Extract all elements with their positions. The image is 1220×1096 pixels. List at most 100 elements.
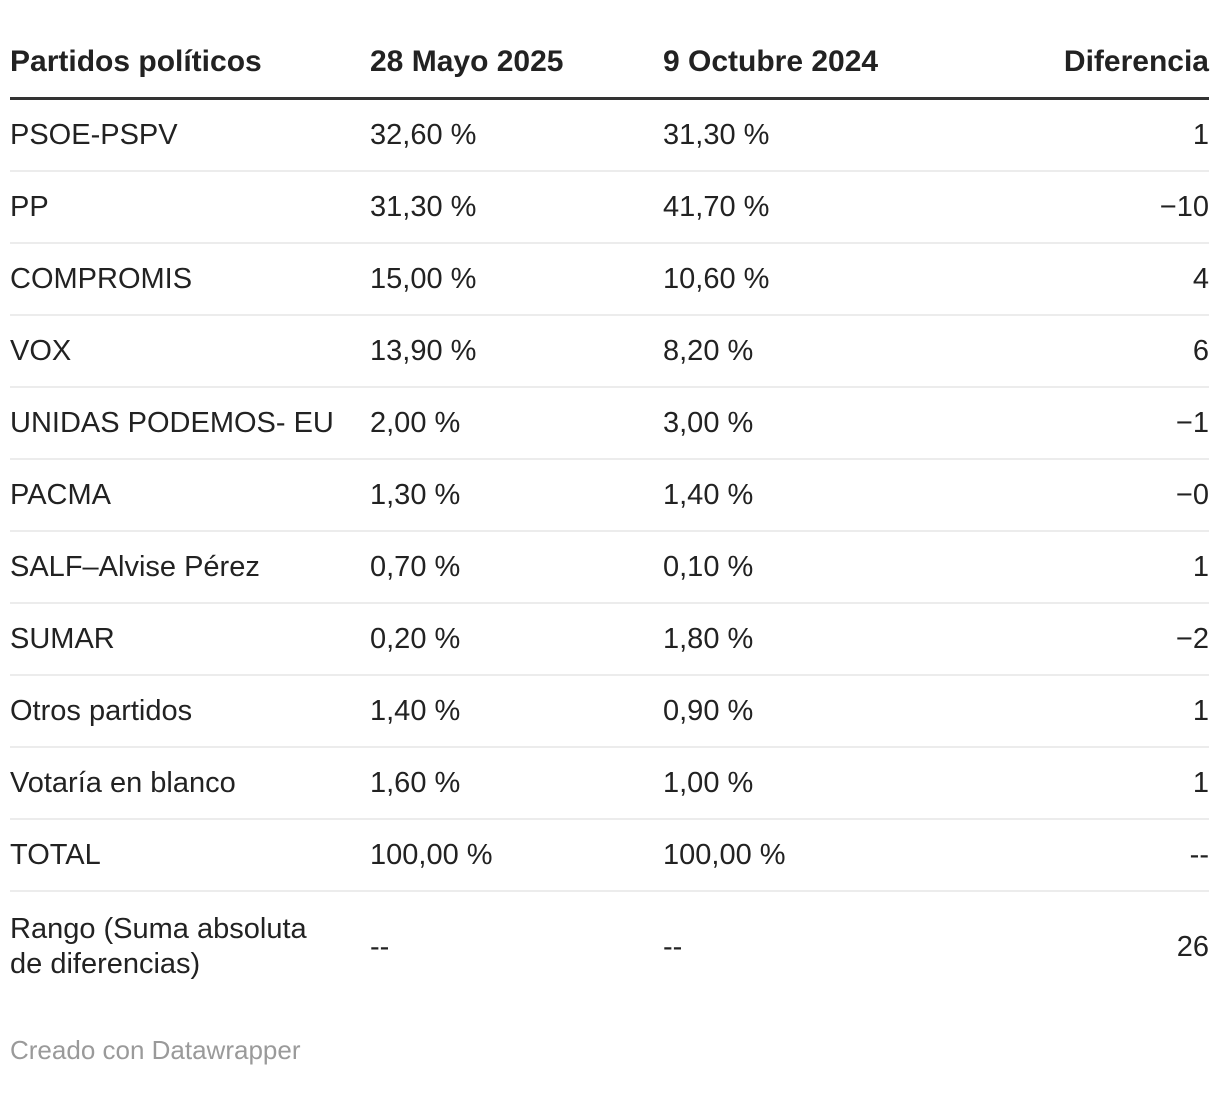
cell: 1,40 %	[663, 458, 956, 532]
cell: 41,70 %	[663, 170, 956, 244]
column-header-0: Partidos políticos	[10, 0, 370, 100]
cell-text: −0	[1175, 478, 1209, 511]
cell-text: 32,60 %	[370, 118, 477, 151]
cell-text: --	[370, 931, 390, 963]
row-label: VOX	[10, 314, 370, 388]
cell-text: 2,00 %	[370, 406, 461, 439]
cell: 15,00 %	[370, 242, 663, 316]
row-label: Rango (Suma absoluta de diferencias)	[10, 891, 370, 1003]
attribution: Creado con Datawrapper	[10, 1035, 1209, 1065]
cell-text: 1,00 %	[663, 766, 754, 799]
row-label-text: PP	[10, 190, 49, 223]
cell-text: 0,10 %	[663, 550, 754, 583]
row-label-text: COMPROMIS	[10, 262, 193, 295]
cell: 1	[956, 746, 1209, 820]
datawrapper-credit-link[interactable]: Creado con Datawrapper	[10, 1034, 301, 1065]
row-label: PACMA	[10, 458, 370, 532]
cell: 1,60 %	[370, 746, 663, 820]
cell-text: 6	[1192, 334, 1209, 367]
cell: 13,90 %	[370, 314, 663, 388]
table-row: SALF–Alvise Pérez 0,70 % 0,10 % 1	[10, 530, 1209, 604]
cell-text: −2	[1175, 622, 1209, 655]
cell: 100,00 %	[370, 818, 663, 892]
table-chart: Partidos políticos 28 Mayo 2025 9 Octubre …	[10, 0, 1209, 1065]
row-label-text: PSOE-PSPV	[10, 118, 178, 151]
cell-text: 1,40 %	[663, 478, 754, 511]
cell-text: 10,60 %	[663, 262, 770, 295]
cell-text: 100,00 %	[370, 838, 493, 871]
cell-text: 1	[1192, 118, 1209, 151]
cell: 100,00 %	[663, 818, 956, 892]
cell: 1,80 %	[663, 602, 956, 676]
cell: 1	[956, 530, 1209, 604]
cell: 3,00 %	[663, 386, 956, 460]
row-label: PP	[10, 170, 370, 244]
row-label-text: Otros partidos	[10, 694, 193, 727]
cell-text: 13,90 %	[370, 334, 477, 367]
table-row: PACMA 1,30 % 1,40 % −0	[10, 458, 1209, 532]
cell-text: 3,00 %	[663, 406, 754, 439]
cell: 0,70 %	[370, 530, 663, 604]
cell: --	[663, 891, 956, 1003]
row-label-text: VOX	[10, 334, 72, 367]
cell: 1,40 %	[370, 674, 663, 748]
column-header-2: 9 Octubre 2024	[663, 0, 956, 100]
row-label: COMPROMIS	[10, 242, 370, 316]
cell: 1	[956, 98, 1209, 172]
cell-text: 0,20 %	[370, 622, 461, 655]
row-label: Otros partidos	[10, 674, 370, 748]
table-row: COMPROMIS 15,00 % 10,60 % 4	[10, 242, 1209, 316]
row-label: PSOE-PSPV	[10, 98, 370, 172]
cell-text: 1,30 %	[370, 478, 461, 511]
row-label-text: TOTAL	[10, 838, 101, 871]
cell: 1,30 %	[370, 458, 663, 532]
table-row: UNIDAS PODEMOS- EU 2,00 % 3,00 % −1	[10, 386, 1209, 460]
row-label-text: UNIDAS PODEMOS- EU	[10, 406, 334, 439]
table-row: TOTAL 100,00 % 100,00 % --	[10, 818, 1209, 892]
cell-text: 1	[1192, 766, 1209, 799]
row-label-text: Votaría en blanco	[10, 766, 236, 799]
cell-text: --	[663, 931, 683, 963]
cell: 32,60 %	[370, 98, 663, 172]
cell-text: 100,00 %	[663, 838, 786, 871]
cell-text: 31,30 %	[370, 190, 477, 223]
cell-text: 41,70 %	[663, 190, 770, 223]
cell-text: 26	[1176, 931, 1209, 963]
cell: 0,90 %	[663, 674, 956, 748]
cell: 1,00 %	[663, 746, 956, 820]
cell-text: 4	[1192, 262, 1209, 295]
row-label-text: SALF–Alvise Pérez	[10, 550, 260, 583]
table-row: Votaría en blanco 1,60 % 1,00 % 1	[10, 746, 1209, 820]
table-row: SUMAR 0,20 % 1,80 % −2	[10, 602, 1209, 676]
row-label: Votaría en blanco	[10, 746, 370, 820]
table-row: PSOE-PSPV 32,60 % 31,30 % 1	[10, 98, 1209, 172]
data-table: Partidos políticos 28 Mayo 2025 9 Octubre …	[10, 0, 1209, 1003]
cell: --	[370, 891, 663, 1003]
cell: 10,60 %	[663, 242, 956, 316]
table-row: Rango (Suma absoluta de diferencias) -- --…	[10, 891, 1209, 1003]
cell-text: 0,70 %	[370, 550, 461, 583]
row-label-text: Rango (Suma absoluta de diferencias)	[10, 913, 307, 980]
row-label: SUMAR	[10, 602, 370, 676]
row-label: SALF–Alvise Pérez	[10, 530, 370, 604]
cell: −0	[956, 458, 1209, 532]
cell: 26	[956, 891, 1209, 1003]
cell: 2,00 %	[370, 386, 663, 460]
cell: −10	[956, 170, 1209, 244]
table-row: VOX 13,90 % 8,20 % 6	[10, 314, 1209, 388]
cell-text: 15,00 %	[370, 262, 477, 295]
cell: 0,10 %	[663, 530, 956, 604]
cell-text: 0,90 %	[663, 694, 754, 727]
cell: 6	[956, 314, 1209, 388]
header-row: Partidos políticos 28 Mayo 2025 9 Octubre …	[10, 0, 1209, 100]
cell-text: 8,20 %	[663, 334, 754, 367]
table-row: PP 31,30 % 41,70 % −10	[10, 170, 1209, 244]
cell-text: 1	[1192, 550, 1209, 583]
cell-text: 1,40 %	[370, 694, 461, 727]
cell: 8,20 %	[663, 314, 956, 388]
cell-text: 1,80 %	[663, 622, 754, 655]
cell: −2	[956, 602, 1209, 676]
row-label: UNIDAS PODEMOS- EU	[10, 386, 370, 460]
column-header-3: Diferencia	[956, 0, 1209, 100]
cell: 1	[956, 674, 1209, 748]
